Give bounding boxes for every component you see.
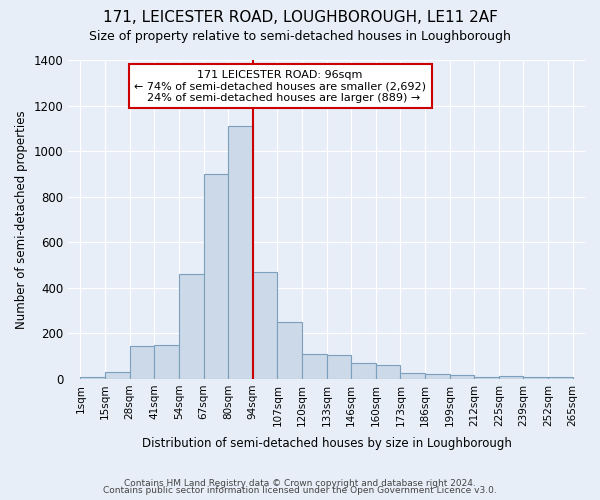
Bar: [523, 376, 548, 379]
Bar: [154, 344, 179, 379]
Text: Contains HM Land Registry data © Crown copyright and database right 2024.: Contains HM Land Registry data © Crown c…: [124, 478, 476, 488]
Bar: [326, 355, 351, 379]
Bar: [400, 373, 425, 379]
X-axis label: Distribution of semi-detached houses by size in Loughborough: Distribution of semi-detached houses by …: [142, 437, 512, 450]
Bar: [474, 376, 499, 379]
Bar: [351, 363, 376, 379]
Bar: [548, 376, 572, 379]
Bar: [203, 174, 228, 379]
Bar: [277, 322, 302, 379]
Text: Size of property relative to semi-detached houses in Loughborough: Size of property relative to semi-detach…: [89, 30, 511, 43]
Bar: [449, 376, 474, 379]
Bar: [302, 354, 326, 379]
Text: Contains public sector information licensed under the Open Government Licence v3: Contains public sector information licen…: [103, 486, 497, 495]
Bar: [179, 274, 203, 379]
Bar: [80, 376, 105, 379]
Bar: [499, 376, 523, 379]
Bar: [228, 126, 253, 379]
Bar: [105, 372, 130, 379]
Bar: [130, 346, 154, 379]
Text: 171 LEICESTER ROAD: 96sqm
← 74% of semi-detached houses are smaller (2,692)
  24: 171 LEICESTER ROAD: 96sqm ← 74% of semi-…: [134, 70, 426, 103]
Y-axis label: Number of semi-detached properties: Number of semi-detached properties: [15, 110, 28, 329]
Text: 171, LEICESTER ROAD, LOUGHBOROUGH, LE11 2AF: 171, LEICESTER ROAD, LOUGHBOROUGH, LE11 …: [103, 10, 497, 25]
Bar: [376, 365, 400, 379]
Bar: [425, 374, 449, 379]
Bar: [253, 272, 277, 379]
